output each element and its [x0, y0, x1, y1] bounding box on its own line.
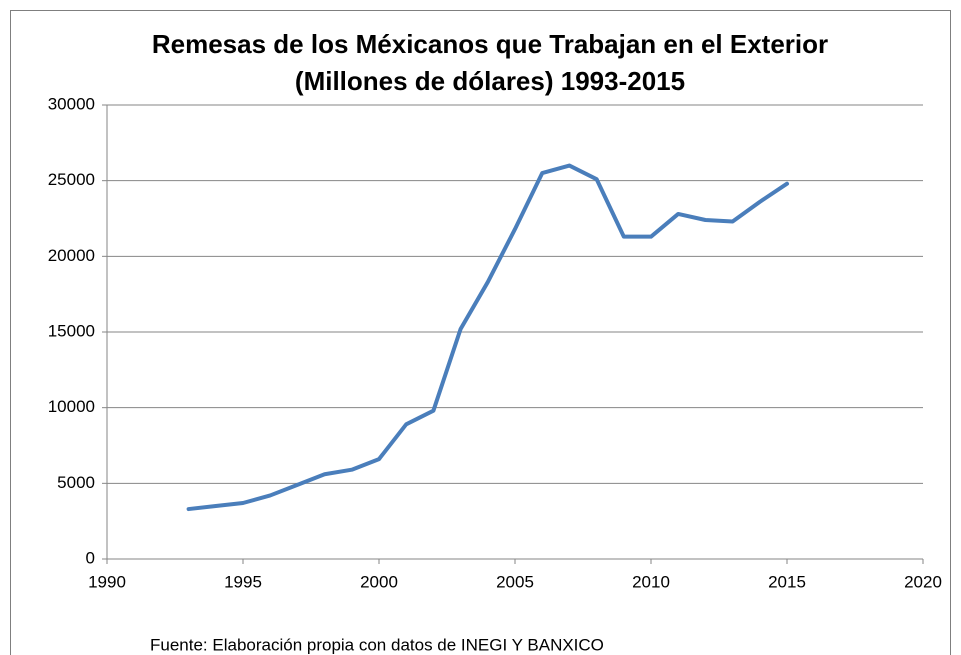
y-tick-label: 15000: [48, 321, 95, 340]
x-tick-label: 1990: [88, 572, 126, 591]
chart-title: (Millones de dólares) 1993-2015: [295, 66, 685, 96]
y-tick-label: 25000: [48, 170, 95, 189]
y-tick-label: 10000: [48, 397, 95, 416]
x-tick-label: 2010: [632, 572, 670, 591]
y-tick-label: 0: [86, 548, 95, 567]
x-tick-label: 2000: [360, 572, 398, 591]
x-tick-label: 2015: [768, 572, 806, 591]
data-line: [186, 163, 789, 512]
y-tick-label: 30000: [48, 94, 95, 113]
x-tick-label: 1995: [224, 572, 262, 591]
x-tick-label: 2005: [496, 572, 534, 591]
source-note: Fuente: Elaboración propia con datos de …: [150, 635, 604, 654]
y-tick-label: 5000: [57, 473, 95, 492]
y-tick-label: 20000: [48, 246, 95, 265]
chart-title: Remesas de los Méxicanos que Trabajan en…: [152, 29, 828, 59]
chart-frame: [10, 10, 951, 655]
x-tick-label: 2020: [904, 572, 942, 591]
